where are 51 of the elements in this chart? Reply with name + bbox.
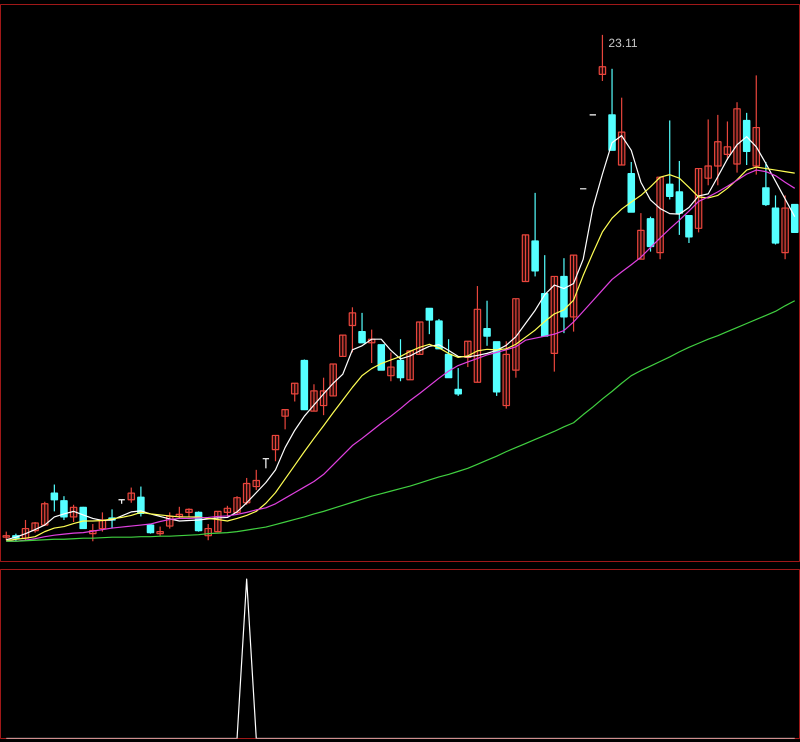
candlestick [252, 469, 260, 491]
candlestick [339, 334, 347, 358]
candlestick [637, 212, 645, 260]
candlestick [570, 254, 578, 332]
candlestick [50, 484, 58, 512]
candlestick [656, 176, 664, 260]
candlestick [79, 506, 87, 530]
candlestick [396, 338, 404, 382]
candlestick [522, 234, 530, 282]
candlestick [118, 499, 126, 504]
candlestick [387, 352, 395, 382]
candlestick [358, 312, 366, 344]
candlestick [281, 408, 289, 430]
candlestick [733, 102, 741, 174]
candlestick [127, 486, 136, 504]
candlestick [416, 321, 424, 355]
candlestick [224, 505, 232, 518]
candlestick [60, 496, 68, 521]
candlestick [290, 382, 299, 402]
candlestick [762, 161, 770, 207]
candlestick [512, 298, 520, 378]
candlestick [444, 338, 452, 378]
candlestick [156, 526, 164, 536]
candlestick [406, 350, 414, 380]
candlestick [2, 531, 10, 541]
candlestick [714, 114, 722, 186]
candlestick [752, 74, 760, 176]
candlestick [233, 496, 241, 516]
candlestick [242, 477, 250, 506]
candlestick [704, 118, 712, 186]
candlestick [70, 504, 78, 523]
candlestick [618, 97, 626, 166]
candlestick [483, 300, 491, 346]
candlestick [598, 34, 606, 82]
candlestick [329, 363, 337, 397]
candlestick [685, 215, 693, 244]
candlestick [550, 276, 558, 372]
candlestick [502, 340, 510, 410]
candlestick [348, 306, 356, 353]
candlestick [724, 120, 732, 161]
candlestick [666, 120, 674, 200]
candlestick [474, 285, 482, 383]
candlestick [676, 160, 684, 236]
candlestick [426, 308, 434, 335]
annotation: 23.11 [608, 36, 638, 50]
candlestick [272, 434, 280, 462]
candlestick [262, 458, 270, 469]
candlestick [694, 168, 702, 233]
candlestick [454, 367, 462, 397]
candlestick [781, 194, 789, 260]
candlestick [40, 501, 49, 527]
